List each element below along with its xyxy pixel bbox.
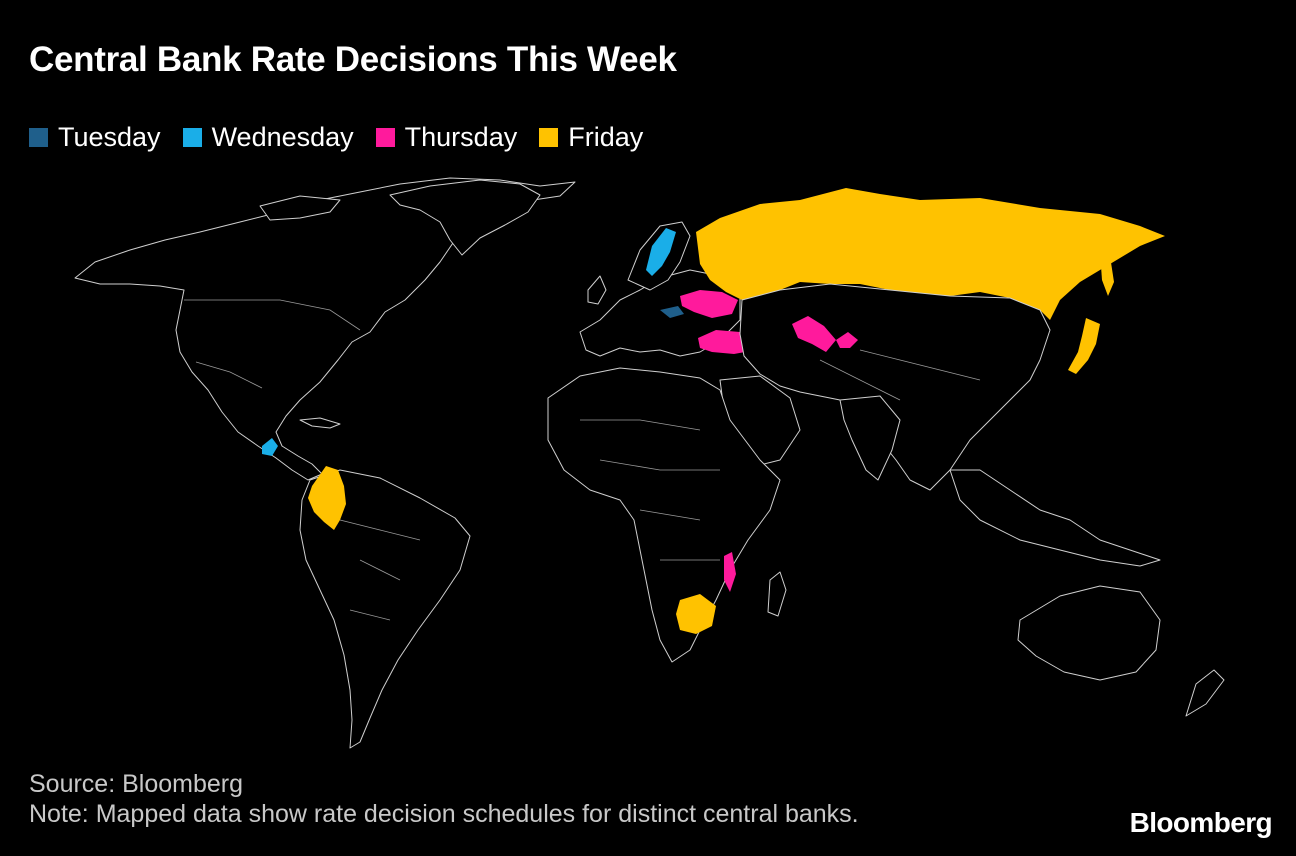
legend-item-tuesday: Tuesday <box>29 122 161 153</box>
sweden <box>646 228 676 276</box>
asia <box>739 283 1051 491</box>
legend-swatch-wednesday <box>182 128 202 147</box>
source-note: Source: Bloomberg <box>29 770 244 798</box>
chart-title: Central Bank Rate Decisions This Week <box>29 40 677 79</box>
canadian-arctic-islands <box>259 195 341 221</box>
legend-label-wednesday: Wednesday <box>211 122 354 152</box>
ukraine <box>680 290 738 318</box>
india <box>839 395 901 481</box>
north-america <box>74 177 576 481</box>
legend-swatch-friday <box>539 128 559 147</box>
legend-swatch-thursday <box>375 128 395 147</box>
footnote: Note: Mapped data show rate decision sch… <box>29 800 859 828</box>
south-america-borders <box>339 519 421 621</box>
colombia <box>308 466 346 530</box>
australia <box>1017 585 1161 681</box>
world-map <box>74 177 1225 749</box>
legend-item-wednesday: Wednesday <box>182 122 354 153</box>
legend-item-friday: Friday <box>539 122 643 153</box>
madagascar <box>767 571 787 617</box>
hungary <box>660 306 684 318</box>
bloomberg-logo: Bloomberg <box>1129 807 1273 838</box>
legend-label-friday: Friday <box>568 122 644 152</box>
japan <box>1068 318 1100 374</box>
legend-swatch-tuesday <box>29 128 48 147</box>
uk <box>587 275 607 305</box>
new-zealand <box>1185 669 1225 717</box>
africa-borders <box>580 419 720 561</box>
southeast-asia <box>949 469 1161 567</box>
greenland <box>389 179 541 256</box>
south-america <box>299 469 471 749</box>
guatemala <box>262 438 278 456</box>
legend-label-thursday: Thursday <box>404 122 518 152</box>
asia-borders <box>819 349 981 401</box>
russia <box>696 188 1165 320</box>
kyrgyzstan <box>836 332 858 348</box>
legend: Tuesday Wednesday Thursday Friday <box>29 122 665 153</box>
legend-label-tuesday: Tuesday <box>58 122 161 152</box>
malawi <box>724 552 736 592</box>
botswana <box>676 594 716 634</box>
legend-item-thursday: Thursday <box>375 122 518 153</box>
us-canada-border <box>184 299 361 331</box>
sakhalin <box>1100 252 1114 296</box>
cuba <box>299 417 341 429</box>
us-mexico-border <box>195 361 263 389</box>
uzbekistan <box>792 316 836 352</box>
